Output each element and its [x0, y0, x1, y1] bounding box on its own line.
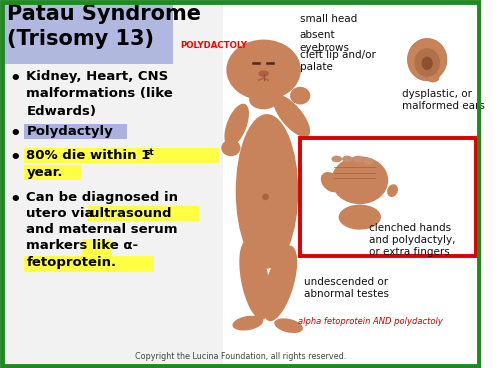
- Ellipse shape: [226, 39, 301, 100]
- Ellipse shape: [414, 48, 440, 77]
- Bar: [88, 206, 199, 221]
- Text: alpha fetoprotein AND polydactoly: alpha fetoprotein AND polydactoly: [298, 317, 443, 326]
- Text: year.: year.: [26, 166, 63, 179]
- Bar: [222, 2, 478, 366]
- Ellipse shape: [232, 316, 263, 330]
- Ellipse shape: [236, 114, 298, 269]
- Ellipse shape: [262, 194, 269, 200]
- Text: and maternal serum: and maternal serum: [26, 223, 178, 236]
- Text: st: st: [144, 148, 154, 157]
- Text: ultrasound: ultrasound: [90, 207, 172, 220]
- Ellipse shape: [338, 205, 381, 230]
- Ellipse shape: [321, 172, 341, 192]
- Text: Kidney, Heart, CNS
malformations (like
Edwards): Kidney, Heart, CNS malformations (like E…: [26, 70, 173, 118]
- Ellipse shape: [332, 156, 388, 204]
- Bar: [300, 138, 476, 256]
- Ellipse shape: [249, 91, 278, 109]
- Text: absent
eyebrows: absent eyebrows: [300, 30, 350, 53]
- Bar: [24, 165, 81, 180]
- Text: Polydactyly: Polydactyly: [26, 125, 113, 138]
- Text: fetoprotein.: fetoprotein.: [26, 256, 117, 269]
- Bar: [24, 256, 154, 272]
- Text: •: •: [10, 70, 21, 88]
- Ellipse shape: [408, 38, 447, 81]
- Text: utero via: utero via: [26, 207, 99, 220]
- Text: Can be diagnosed in: Can be diagnosed in: [26, 191, 178, 204]
- Ellipse shape: [363, 158, 374, 164]
- Ellipse shape: [258, 70, 269, 77]
- Text: undescended or
abnormal testes: undescended or abnormal testes: [304, 277, 389, 299]
- Ellipse shape: [332, 156, 342, 162]
- Text: •: •: [10, 149, 21, 167]
- Text: clenched hands
and polydactyly,
or extra fingers: clenched hands and polydactyly, or extra…: [370, 223, 456, 258]
- Bar: [4, 2, 173, 64]
- Bar: [2, 2, 222, 366]
- Ellipse shape: [240, 240, 270, 320]
- Text: Copyright the Lucina Foundation, all rights reserved.: Copyright the Lucina Foundation, all rig…: [135, 353, 346, 361]
- Ellipse shape: [422, 57, 432, 70]
- Ellipse shape: [342, 156, 352, 162]
- Text: small head: small head: [300, 14, 357, 24]
- Bar: [24, 124, 128, 139]
- Bar: [24, 148, 219, 163]
- Bar: [82, 239, 110, 255]
- Text: cleft lip and/or
palate: cleft lip and/or palate: [300, 50, 376, 72]
- Ellipse shape: [222, 140, 240, 156]
- Text: 80% die within 1: 80% die within 1: [26, 149, 150, 162]
- Ellipse shape: [427, 73, 439, 82]
- Ellipse shape: [224, 104, 249, 146]
- Text: •: •: [10, 125, 21, 143]
- Text: Patau Syndrome: Patau Syndrome: [6, 4, 200, 24]
- Text: •: •: [10, 191, 21, 209]
- Text: (Trisomy 13): (Trisomy 13): [6, 29, 154, 49]
- Ellipse shape: [263, 245, 297, 321]
- Ellipse shape: [352, 156, 363, 162]
- Text: POLYDACTOLY: POLYDACTOLY: [180, 41, 248, 50]
- Text: markers like α-: markers like α-: [26, 239, 138, 252]
- Ellipse shape: [387, 184, 398, 197]
- Text: dysplastic, or
malformed ears: dysplastic, or malformed ears: [402, 89, 484, 112]
- Ellipse shape: [273, 95, 310, 137]
- Ellipse shape: [274, 318, 303, 333]
- Ellipse shape: [290, 87, 310, 105]
